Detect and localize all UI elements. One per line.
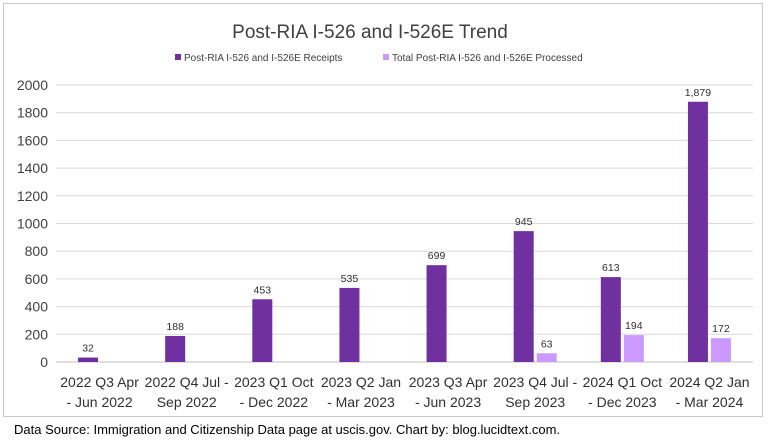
chart-title: Post-RIA I-526 and I-526E Trend <box>232 22 508 43</box>
y-tick-label: 2000 <box>17 77 48 93</box>
x-tick-label: - Jun 2022 <box>66 394 132 410</box>
bar-receipts <box>78 357 99 362</box>
x-tick-label: 2023 Q1 Oct <box>234 374 313 390</box>
bar-receipts <box>600 277 621 362</box>
legend-swatch-1 <box>175 54 181 60</box>
y-tick-label: 600 <box>25 271 49 287</box>
x-tick-label: 2024 Q2 Jan <box>669 374 749 390</box>
data-label: 1,879 <box>685 87 711 99</box>
bar-receipts <box>687 101 708 363</box>
y-tick-label: 1200 <box>17 188 48 204</box>
bar-processed <box>623 335 644 362</box>
legend-swatch-2 <box>383 54 389 60</box>
data-label: 63 <box>541 338 553 350</box>
data-label: 613 <box>602 262 620 274</box>
data-label: 699 <box>428 250 446 262</box>
y-tick-label: 0 <box>40 354 48 370</box>
bar-processed <box>536 353 557 362</box>
data-label: 172 <box>712 323 730 335</box>
data-label: 194 <box>625 320 643 332</box>
y-tick-label: 1800 <box>17 105 48 121</box>
legend-label-1: Post-RIA I-526 and I-526E Receipts <box>184 53 342 64</box>
y-tick-label: 400 <box>25 299 49 315</box>
bar-receipts <box>252 299 273 362</box>
y-tick-label: 1000 <box>17 216 48 232</box>
data-label: 32 <box>82 343 94 355</box>
x-tick-label: 2023 Q4 Jul - <box>493 374 577 390</box>
y-tick-label: 200 <box>25 326 49 342</box>
x-tick-label: Sep 2022 <box>157 394 217 410</box>
bar-chart: Post-RIA I-526 and I-526E Trend Post-RIA … <box>17 22 753 410</box>
x-tick-label: - Dec 2022 <box>240 394 309 410</box>
x-tick-label: 2024 Q1 Oct <box>583 374 662 390</box>
bar-receipts <box>165 335 186 362</box>
x-tick-label: - Mar 2024 <box>676 394 744 410</box>
data-label: 535 <box>341 273 359 285</box>
x-tick-label: 2022 Q3 Apr <box>60 374 139 390</box>
y-tick-label: 1400 <box>17 160 48 176</box>
bar-processed <box>710 338 731 362</box>
x-tick-label: - Jun 2023 <box>415 394 481 410</box>
data-label: 188 <box>166 321 184 333</box>
x-tick-label: - Dec 2023 <box>588 394 657 410</box>
y-tick-label: 800 <box>25 243 49 259</box>
x-tick-label: 2022 Q4 Jul - <box>145 374 229 390</box>
x-tick-label: Sep 2023 <box>505 394 565 410</box>
data-label: 945 <box>515 216 533 228</box>
x-tick-label: 2023 Q3 Apr <box>409 374 488 390</box>
chart-frame <box>3 3 763 417</box>
x-tick-label: 2023 Q2 Jan <box>321 374 401 390</box>
source-note: Data Source: Immigration and Citizenship… <box>14 422 561 437</box>
bar-receipts <box>339 287 360 362</box>
data-label: 453 <box>254 284 272 296</box>
bar-receipts <box>513 231 534 362</box>
y-tick-label: 1600 <box>17 132 48 148</box>
legend-label-2: Total Post-RIA I-526 and I-526E Processe… <box>392 53 583 64</box>
bar-receipts <box>426 265 447 362</box>
x-tick-label: - Mar 2023 <box>327 394 395 410</box>
